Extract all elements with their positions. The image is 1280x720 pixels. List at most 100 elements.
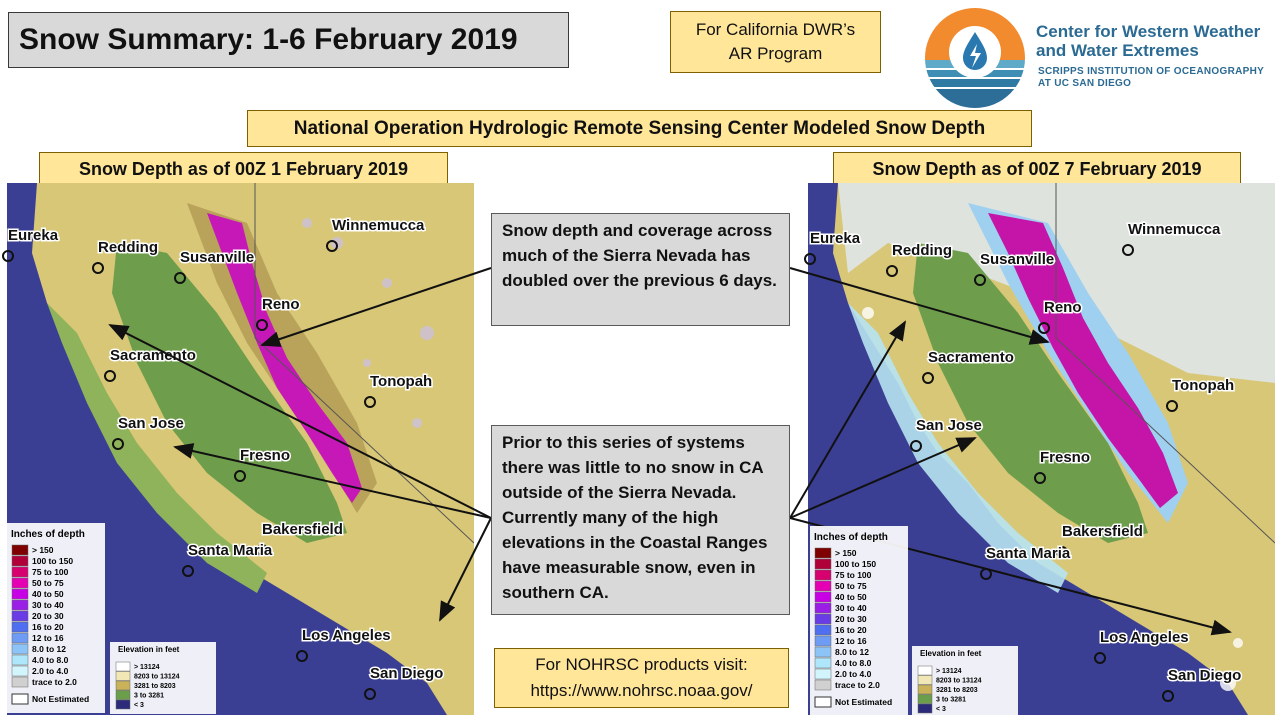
org-name-line1: Center for Western Weather [1036,22,1261,41]
left-depth-swatch [11,621,29,633]
right-city-label: Sacramento [928,349,1014,366]
left-elev-label: 3281 to 8203 [134,683,176,690]
right-city-labels: Eureka Redding Susanville Winnemucca Reno Sac… [804,220,1243,702]
right-city-marker [922,372,934,384]
right-depth-swatch [814,613,832,625]
callout-sierra-doubling: Snow depth and coverage across much of t… [491,213,790,326]
right-depth-legend-title: Inches of depth [814,532,888,543]
right-elev-label: < 3 [936,706,946,713]
right-city-marker [804,253,816,265]
right-depth-label: 20 to 30 [835,614,867,624]
right-depth-label: > 150 [835,548,857,558]
arrow-top-left [260,267,492,347]
left-elev-label: > 13124 [134,664,160,671]
callout-coastal-snow: Prior to this series of systems there wa… [491,425,790,615]
right-depth-swatch [814,657,832,669]
right-depth-swatch [814,602,832,614]
right-depth-label: 2.0 to 4.0 [835,669,872,679]
right-city-marker [910,440,922,452]
right-city-marker [1034,472,1046,484]
right-city-marker [1122,244,1134,256]
left-city-label: Bakersfield [262,521,343,538]
left-city-marker [364,688,376,700]
right-depth-swatch [814,569,832,581]
arrow-bl-3 [439,517,492,622]
left-elev-swatch [115,699,131,710]
right-city-label: Fresno [1040,449,1090,466]
nohrsc-url[interactable]: https://www.nohrsc.noaa.gov/ [530,681,753,700]
left-city-label: Fresno [240,447,290,464]
right-depth-label: 8.0 to 12 [835,647,869,657]
right-elev-label: 3 to 3281 [936,697,966,704]
sierra-snow [988,213,1178,508]
nohrsc-line1: For NOHRSC products visit: [535,655,748,674]
arrow-bl-2 [173,443,492,519]
left-city-label: Susanville [180,249,254,266]
left-city-marker [296,650,308,662]
left-depth-label: 75 to 100 [32,567,69,577]
left-depth-label: 16 to 20 [32,622,64,632]
org-sub-line2: AT UC SAN DIEGO [1038,78,1132,89]
right-elev-swatch [917,665,933,676]
left-city-marker [256,544,268,556]
right-not-estimated-label: Not Estimated [835,697,892,707]
left-city-label: Reno [262,296,300,313]
right-depth-label: 40 to 50 [835,592,867,602]
left-depth-label: 4.0 to 8.0 [32,655,69,665]
org-sub-line1: SCRIPPS INSTITUTION OF OCEANOGRAPHY [1038,66,1265,77]
nohrsc-link-box: For NOHRSC products visit: https://www.n… [494,648,789,708]
right-city-marker [886,265,898,277]
right-depth-swatch [814,635,832,647]
left-depth-label: 40 to 50 [32,589,64,599]
left-depth-swatch [11,544,29,556]
right-depth-label: trace to 2.0 [835,680,880,690]
left-depth-swatch [11,643,29,655]
right-depth-label: 50 to 75 [835,581,867,591]
left-depth-swatch [11,654,29,666]
left-depth-label: 50 to 75 [32,578,64,588]
right-depth-swatch [814,591,832,603]
left-not-estimated-swatch [11,693,29,705]
right-city-label: Redding [892,242,952,259]
org-subtitle: SCRIPPS INSTITUTION OF OCEANOGRAPHY AT U… [1038,66,1264,90]
right-city-marker [1038,322,1050,334]
left-city-label: Los Angeles [302,627,391,644]
left-city-label: Sacramento [110,347,196,364]
left-depth-label: 100 to 150 [32,556,73,566]
right-city-label: Santa Maria [986,545,1071,562]
left-city-marker [2,250,14,262]
left-city-label: Winnemucca [332,217,425,234]
left-city-label: Tonopah [370,373,432,390]
left-city-marker [104,370,116,382]
coastal-range [47,303,267,593]
right-city-label: San Jose [916,417,982,434]
left-city-marker [256,319,268,331]
central-valley [112,243,347,543]
left-city-marker [326,240,338,252]
left-elev-swatch [115,680,131,691]
left-depth-label: 2.0 to 4.0 [32,666,69,676]
left-depth-label: 30 to 40 [32,600,64,610]
right-city-label: Winnemucca [1128,221,1221,238]
left-city-marker [112,438,124,450]
left-city-label: Redding [98,239,158,256]
left-not-estimated-label: Not Estimated [32,694,89,704]
central-valley [913,243,1148,543]
right-city-label: Reno [1044,299,1082,316]
left-depth-label: > 150 [32,545,54,555]
right-depth-swatch [814,547,832,559]
right-snow-depth-map [808,183,1275,715]
right-city-marker [1162,690,1174,702]
right-depth-label: 75 to 100 [835,570,872,580]
right-elev-swatch [917,684,933,695]
arrow-bl-1 [108,324,492,519]
elevation-legend-right: Elevation in feet > 13124 8203 to 13124 328… [912,646,1018,718]
left-city-labels: Eureka Redding Susanville Winnemucca Reno Sac… [2,216,445,700]
left-elev-swatch [115,690,131,700]
right-map-title: Snow Depth as of 00Z 7 February 2019 [833,152,1241,187]
right-depth-swatch [814,624,832,636]
page-title: Snow Summary: 1-6 February 2019 [8,12,569,68]
left-elev-swatch [115,671,131,681]
left-elev-legend-title: Elevation in feet [118,645,180,654]
